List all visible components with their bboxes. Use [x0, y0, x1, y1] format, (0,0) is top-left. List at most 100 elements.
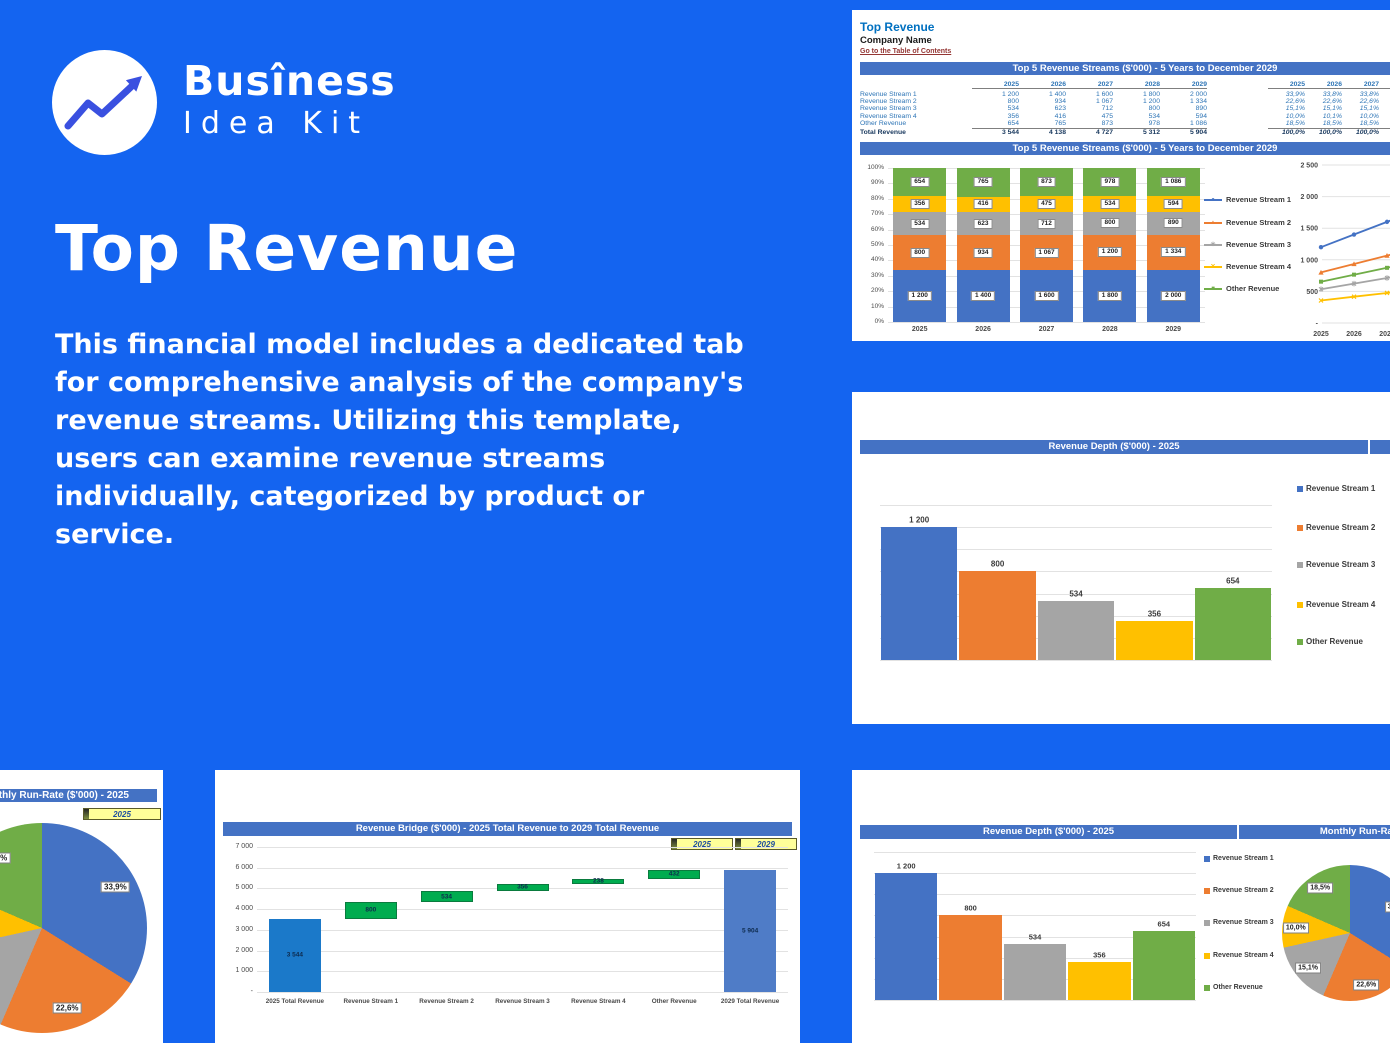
- legend-label: Revenue Stream 1: [1306, 484, 1376, 493]
- legend-swatch: [1297, 485, 1303, 492]
- data-point-marker: [1352, 272, 1356, 277]
- runrate-pie-chart: 33,9%22,6%15,1%10,0%18,5%: [0, 770, 163, 1043]
- legend-item: ● Revenue Stream 1: [1204, 195, 1291, 204]
- axis-tick-label: 2027: [1379, 331, 1390, 338]
- waterfall-bar: [496, 883, 549, 891]
- row-label: Revenue Stream 2: [860, 98, 917, 106]
- cell-percent: 22,6%: [1379, 98, 1390, 105]
- legend-marker: ■: [1211, 285, 1215, 292]
- data-point-marker: [1385, 265, 1389, 270]
- legend-item: Revenue Stream 1: [1297, 484, 1375, 493]
- data-point-marker: [1318, 298, 1324, 303]
- bar: [1132, 930, 1195, 1000]
- cell-percent: 15,1%: [1285, 105, 1305, 113]
- axis-tick-label: 2 000: [235, 946, 253, 954]
- legend-item: Revenue Stream 3: [1204, 919, 1274, 926]
- sheet-preview-panel: Top Revenue Company Name Go to the Table…: [852, 10, 1390, 341]
- pie-slice-label: 10,0%: [1282, 922, 1309, 934]
- year-header: 2025: [972, 81, 1019, 89]
- year-dropdown[interactable]: 2025: [83, 808, 161, 820]
- cell-percent: 10,0%: [1359, 112, 1379, 120]
- waterfall-bar: [344, 902, 397, 919]
- axis-tick-label: 2 000: [1300, 194, 1318, 201]
- runrate-header: Monthly Run-Rate ($'000) - 2025: [0, 789, 157, 802]
- table-row: Other Revenue 654 765 873 978 1 086 18,5% 18,5%…: [860, 120, 1390, 127]
- table-row: Total Revenue 3 544 4 138 4 727 5 312 5 904 10…: [860, 128, 1390, 137]
- gridline: [257, 950, 788, 952]
- cell-value: 1 067: [1095, 98, 1113, 106]
- data-point-marker: [1384, 219, 1390, 225]
- waterfall-bar: [268, 918, 321, 992]
- revenue-table: 202520262027202820292025202620272028 Reve…: [860, 80, 1390, 137]
- axis-tick-label: 2026: [1346, 331, 1362, 338]
- table-row: Revenue Stream 4 356 416 475 534 594 10,0% 10,1…: [860, 113, 1390, 120]
- section-header-chart: Top 5 Revenue Streams ($'000) - 5 Years …: [860, 142, 1390, 155]
- runrate-pie-chart: 33,9%22,6%15,1%10,0%18,5%: [852, 770, 1390, 1043]
- cell-percent: 15,1%: [1359, 105, 1379, 113]
- axis-tick-label: 500: [1306, 289, 1318, 296]
- pie-slice-label: 22,6%: [52, 1002, 82, 1014]
- gridline: [257, 909, 788, 911]
- pie-slice-label: 18,5%: [0, 852, 11, 864]
- gridline: [880, 527, 1272, 529]
- axis-tick-label: 5 000: [235, 884, 253, 892]
- legend-label: Other Revenue: [1213, 984, 1263, 991]
- cell-value: 1 086: [1189, 119, 1207, 127]
- data-label: 356: [910, 199, 930, 210]
- data-point-marker: [1318, 286, 1324, 293]
- axis-category-label: 2028: [1102, 326, 1118, 333]
- cell-value: 978: [1148, 119, 1160, 127]
- legend-line-marker: ✕: [1204, 264, 1222, 270]
- legend-marker: ●: [1211, 196, 1215, 203]
- gridline: [257, 867, 788, 869]
- axis-category-label: 2027: [1038, 326, 1055, 333]
- bar: [875, 873, 938, 1000]
- cell-percent: 15,1%: [1322, 105, 1342, 113]
- table-header-row: 202520262027202820292025202620272028: [860, 80, 1390, 89]
- legend-swatch: [1204, 952, 1210, 959]
- cell-value: 1 800: [1142, 91, 1160, 99]
- axis-tick-label: 50%: [870, 241, 884, 248]
- cell-percent: 33,8%: [1359, 91, 1379, 99]
- row-label: Other Revenue: [860, 119, 907, 127]
- data-label: 416: [973, 199, 993, 210]
- bar: [1068, 962, 1131, 1000]
- data-label: 712: [1037, 218, 1056, 229]
- year-header: 2026: [1019, 81, 1066, 89]
- legend-item: ✳ Revenue Stream 3: [1204, 240, 1291, 249]
- data-point-marker: [1319, 279, 1323, 284]
- toc-link[interactable]: Go to the Table of Contents: [860, 48, 952, 55]
- panel-header-row: Revenue Depth ($'000) - 2025 Monthly Run…: [860, 825, 1390, 839]
- data-label: 534: [1100, 199, 1120, 210]
- gridline: [880, 593, 1272, 595]
- bar: [959, 571, 1036, 660]
- data-label: 765: [973, 177, 993, 188]
- data-label: 800: [990, 559, 1005, 569]
- data-point-marker: [1318, 269, 1324, 275]
- cell-value: 1 400: [1048, 91, 1066, 99]
- data-label: 594: [1163, 199, 1183, 210]
- data-label: 1 086: [1161, 177, 1186, 188]
- gridline: [874, 936, 1196, 938]
- year-header: 2026: [1305, 81, 1342, 89]
- row-label: Total Revenue: [860, 128, 906, 136]
- sheet-title: Top Revenue: [860, 20, 935, 34]
- cell-percent: 33,9%: [1379, 91, 1390, 98]
- axis-tick-label: 80%: [870, 194, 884, 202]
- runrate-header: Monthly Run-Rate ($'000) - 2025: [1239, 825, 1390, 839]
- cell-percent: 15,1%: [1379, 105, 1390, 112]
- pie-slice-label: 15,1%: [1295, 962, 1322, 974]
- data-label: 934: [973, 247, 993, 258]
- data-label: 800: [1100, 218, 1120, 229]
- next-section-header: [1370, 440, 1390, 454]
- axis-tick-label: 3 000: [235, 925, 253, 933]
- axis-tick-label: 90%: [870, 179, 884, 187]
- trend-arrow-icon: [64, 76, 142, 130]
- gridline: [880, 505, 1272, 506]
- panel-header-row: Revenue Depth ($'000) - 2025: [860, 440, 1390, 454]
- data-point-marker: [1384, 252, 1390, 258]
- cell-value: 654: [1007, 119, 1019, 127]
- cell-percent: 33,9%: [1285, 91, 1305, 99]
- axis-tick-label: 4 000: [235, 905, 253, 913]
- axis-tick-label: 2 500: [1300, 163, 1318, 170]
